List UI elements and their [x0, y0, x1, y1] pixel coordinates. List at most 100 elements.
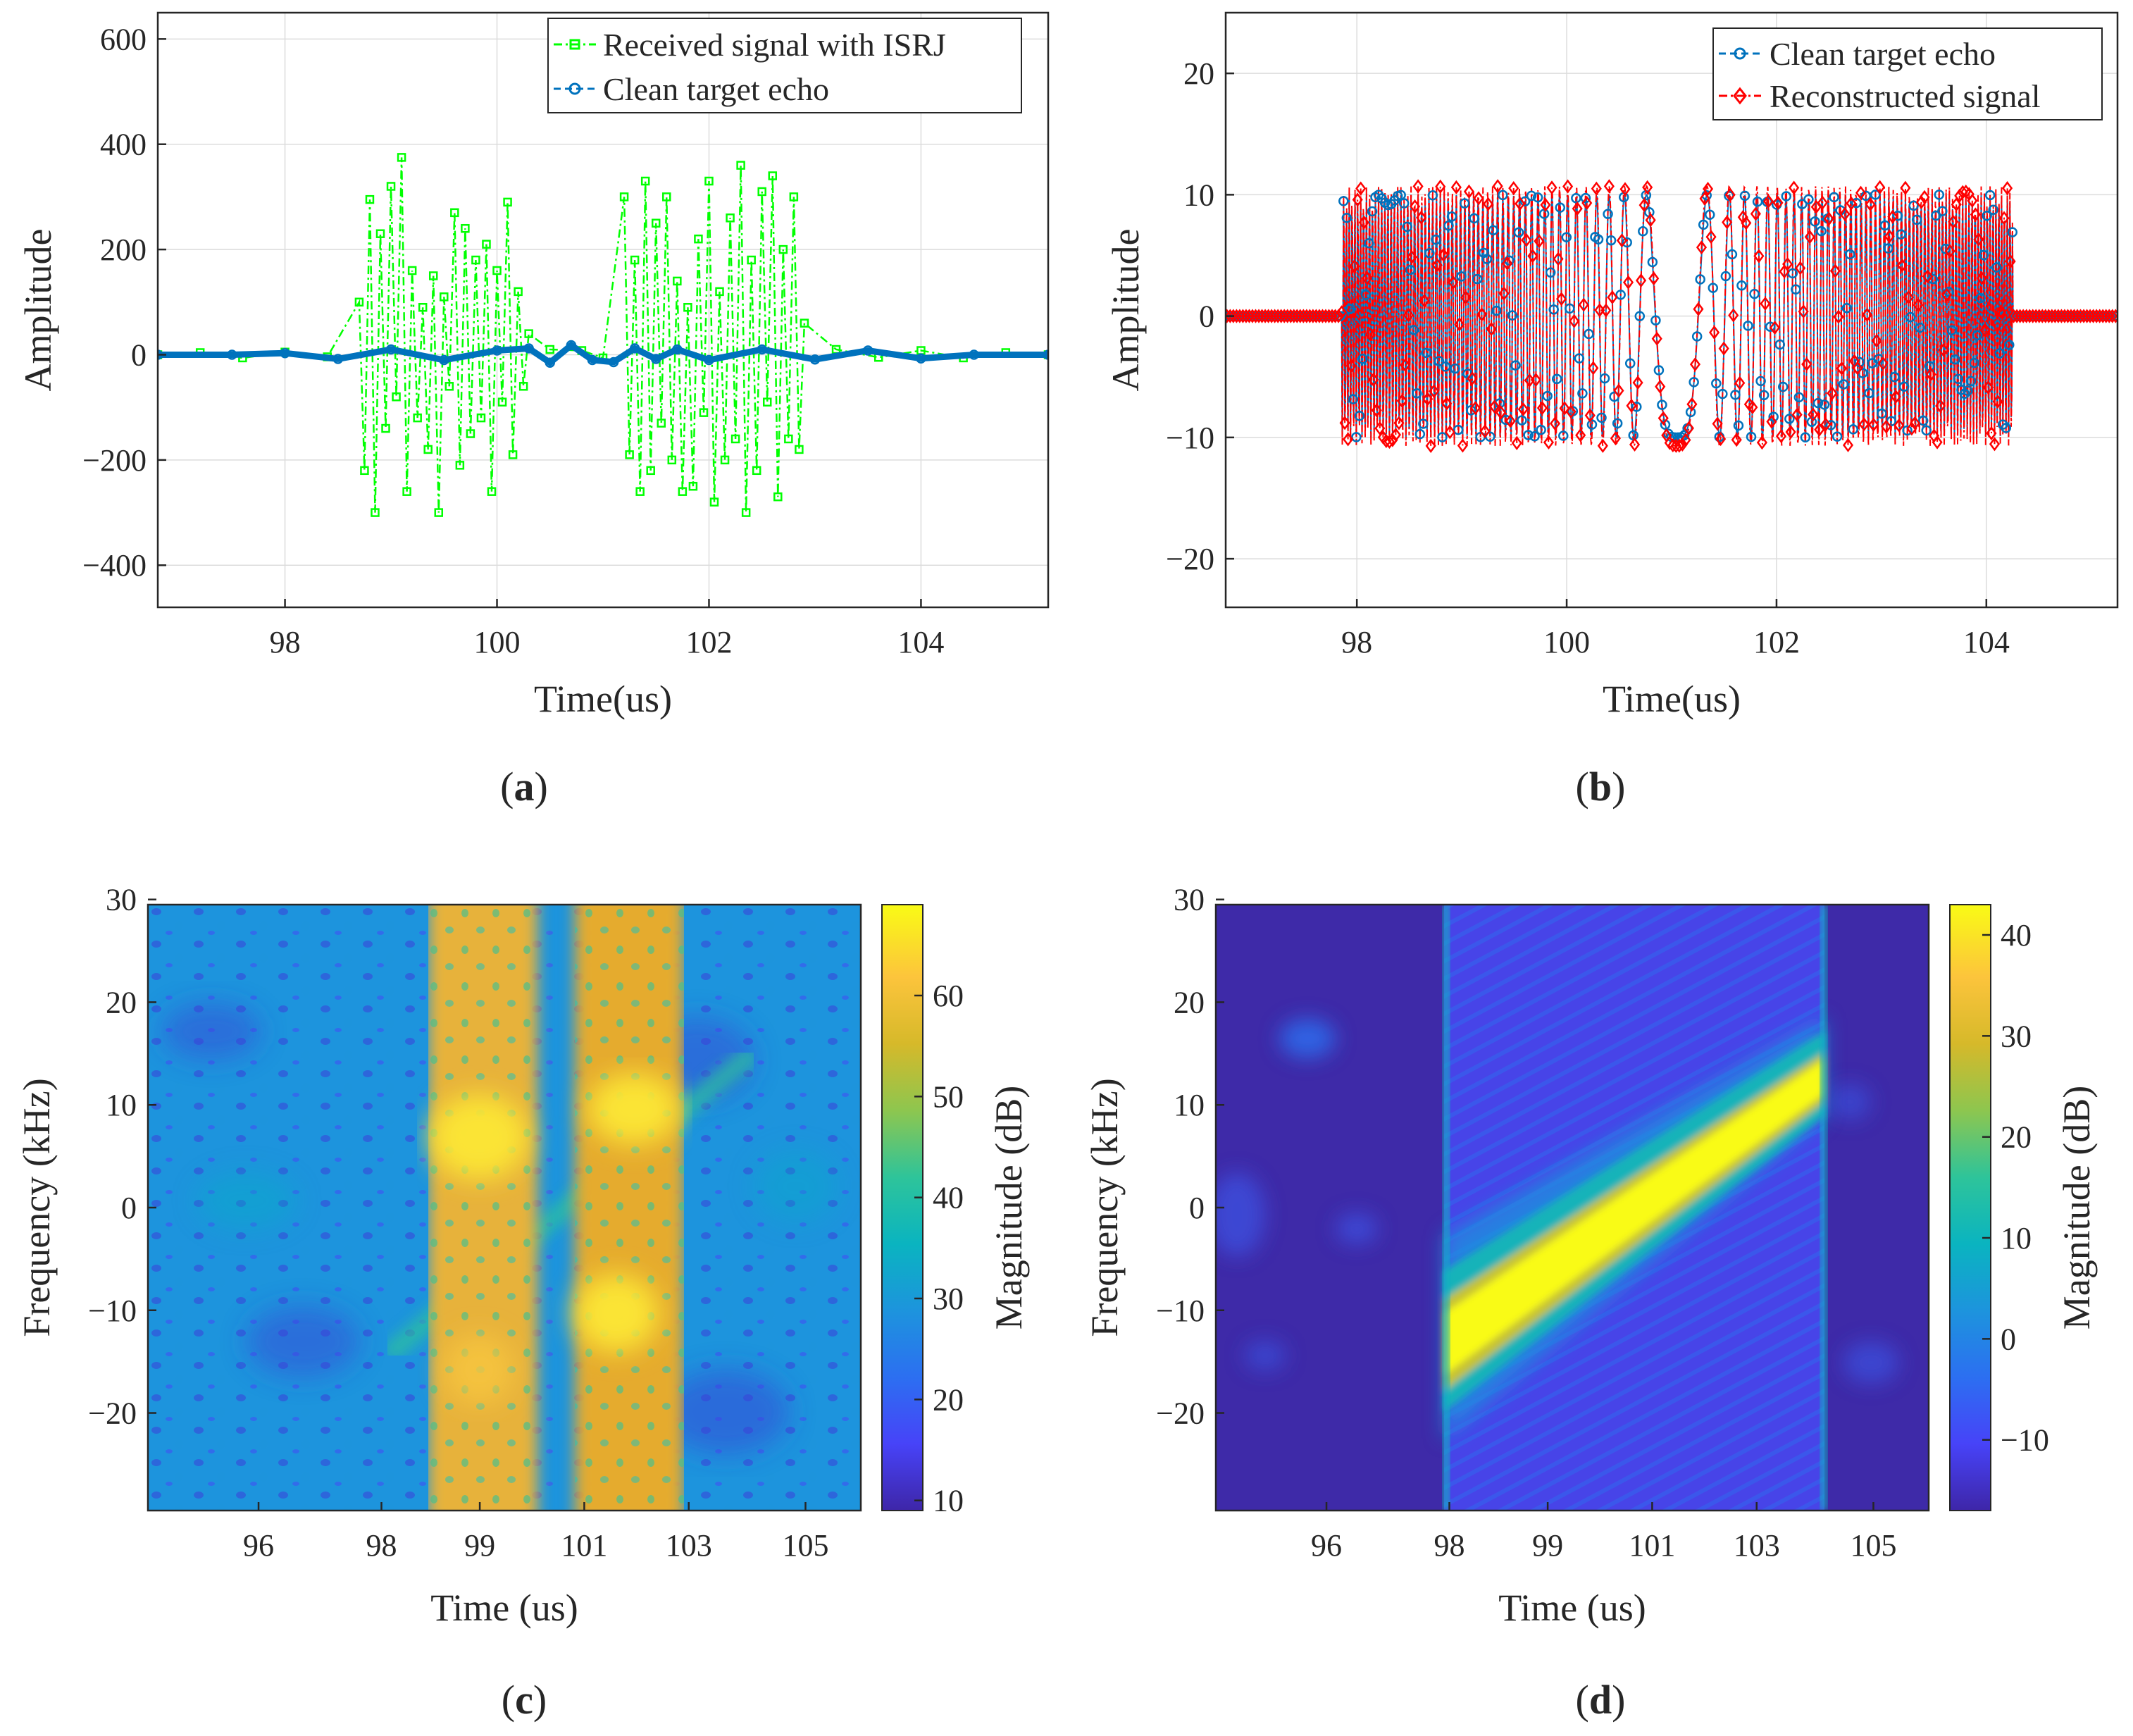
point-reconstructed-1217	[1995, 304, 2007, 319]
point-reconstructed-437	[1498, 286, 1510, 301]
point-reconstructed-412	[1483, 197, 1494, 211]
series-group-b	[1226, 179, 2118, 453]
hot-spot-2	[588, 1074, 680, 1144]
point-received-59	[715, 287, 724, 297]
point-reconstructed-917	[1804, 230, 1815, 244]
point-reconstructed-807	[1734, 376, 1746, 390]
y-tick-label-a-1: −200	[82, 443, 147, 478]
point-clean-b-465	[1517, 415, 1527, 426]
legend-label-clean-b: Clean target echo	[1770, 36, 1996, 72]
point-clean-b-375	[1459, 198, 1470, 209]
point-clean-b-1150	[1953, 373, 1964, 385]
point-reconstructed-1212	[1992, 394, 2003, 409]
point-received-50	[667, 455, 677, 465]
point-clean-b-835	[1752, 196, 1763, 207]
point-clean-a-21	[1043, 349, 1048, 360]
point-clean-b-410	[1481, 254, 1493, 264]
point-reconstructed-747	[1696, 240, 1708, 255]
x-tick-label-d-0: 96	[1311, 1528, 1342, 1563]
point-received-58	[709, 497, 719, 507]
point-reconstructed-787	[1722, 215, 1733, 230]
point-reconstructed-357	[1448, 275, 1459, 290]
y-tick-label-d-0: −20	[1156, 1396, 1205, 1431]
point-reconstructed-827	[1747, 400, 1758, 415]
y-tick-label-a-2: 0	[131, 337, 147, 372]
point-clean-b-365	[1453, 424, 1464, 435]
point-reconstructed-492	[1534, 234, 1545, 249]
point-clean-b-950	[1825, 420, 1836, 430]
point-clean-b-985	[1848, 424, 1858, 435]
point-reconstructed-922	[1808, 407, 1819, 422]
point-received-33	[503, 197, 512, 207]
point-reconstructed-857	[1766, 414, 1777, 429]
point-reconstructed-872	[1775, 429, 1787, 444]
point-clean-a-20	[969, 349, 979, 360]
point-reconstructed-282	[1400, 358, 1411, 373]
point-reconstructed-1157	[1957, 185, 1968, 199]
y-tick-label-a-0: −400	[82, 548, 147, 583]
point-received-11	[386, 182, 396, 191]
point-reconstructed-577	[1588, 361, 1599, 376]
point-clean-b-1125	[1937, 206, 1948, 216]
colorbar-tick-label-c-4: 50	[933, 1079, 964, 1114]
point-reconstructed-407	[1479, 424, 1491, 439]
legend-a: Received signal with ISRJ Clean target e…	[547, 18, 1022, 113]
point-clean-b-600	[1603, 209, 1613, 220]
point-clean-b-1065	[1898, 381, 1910, 392]
point-reconstructed-1122	[1935, 398, 1946, 414]
point-clean-b-975	[1841, 302, 1852, 314]
point-reconstructed-632	[1622, 275, 1634, 290]
point-clean-b-385	[1465, 405, 1476, 416]
point-reconstructed-342	[1438, 247, 1449, 262]
point-received-63	[736, 161, 745, 170]
legend-label-clean-a: Clean target echo	[603, 71, 829, 107]
hot-spot-1	[430, 1095, 528, 1179]
point-clean-b-870	[1774, 339, 1785, 350]
point-clean-b-915	[1803, 194, 1814, 205]
point-clean-b-350	[1443, 221, 1454, 231]
point-reconstructed-1062	[1896, 258, 1908, 273]
point-reconstructed-972	[1839, 206, 1851, 221]
point-reconstructed-197	[1345, 359, 1357, 373]
point-reconstructed-742	[1693, 302, 1704, 316]
point-clean-b-685	[1657, 399, 1667, 410]
point-received-34	[508, 450, 518, 459]
point-clean-b-435	[1498, 190, 1508, 201]
point-reconstructed-1117	[1932, 435, 1943, 450]
point-clean-b-485	[1529, 430, 1540, 442]
point-clean-b-1210	[1991, 262, 2002, 273]
point-received-44	[635, 487, 645, 496]
point-reconstructed-567	[1581, 196, 1593, 211]
point-clean-b-1080	[1908, 200, 1919, 211]
point-clean-b-890	[1787, 268, 1798, 279]
point-clean-b-1225	[2001, 423, 2011, 433]
point-clean-b-930	[1812, 397, 1824, 409]
point-reconstructed-402	[1476, 307, 1488, 322]
point-clean-b-320	[1424, 248, 1435, 259]
point-reconstructed-627	[1619, 182, 1631, 197]
point-clean-b-325	[1427, 190, 1438, 201]
x-axis-label-c: Time (us)	[430, 1587, 578, 1629]
point-clean-b-440	[1500, 414, 1512, 426]
point-reconstructed-772	[1712, 416, 1723, 431]
point-reconstructed-797	[1728, 308, 1739, 323]
point-reconstructed-272	[1393, 416, 1405, 430]
y-axis-label-b: Amplitude	[1105, 229, 1147, 392]
panel-b: 98 100 102 104 −20 −10 0 10 20 Time(us) Amplitu…	[1105, 11, 2119, 810]
x-ticks-b: 98 100 102 104	[1341, 599, 2010, 659]
point-reconstructed-832	[1750, 206, 1761, 221]
point-received-29	[482, 240, 491, 249]
point-reconstructed-257	[1383, 434, 1395, 450]
point-clean-b-735	[1689, 377, 1699, 388]
point-reconstructed-502	[1540, 197, 1551, 212]
y-tick-label-c-3: 10	[106, 1088, 137, 1122]
point-clean-b-490	[1532, 192, 1543, 203]
point-reconstructed-652	[1636, 273, 1647, 288]
point-clean-b-550	[1571, 192, 1581, 204]
y-ticks-d: −20 −10 0 10 20 30	[1156, 883, 1224, 1431]
point-clean-b-1205	[1988, 204, 1998, 215]
point-reconstructed-222	[1362, 271, 1373, 285]
point-clean-b-860	[1768, 411, 1779, 422]
x-tick-label-b-3: 104	[1963, 625, 2010, 659]
point-reconstructed-607	[1607, 290, 1618, 305]
